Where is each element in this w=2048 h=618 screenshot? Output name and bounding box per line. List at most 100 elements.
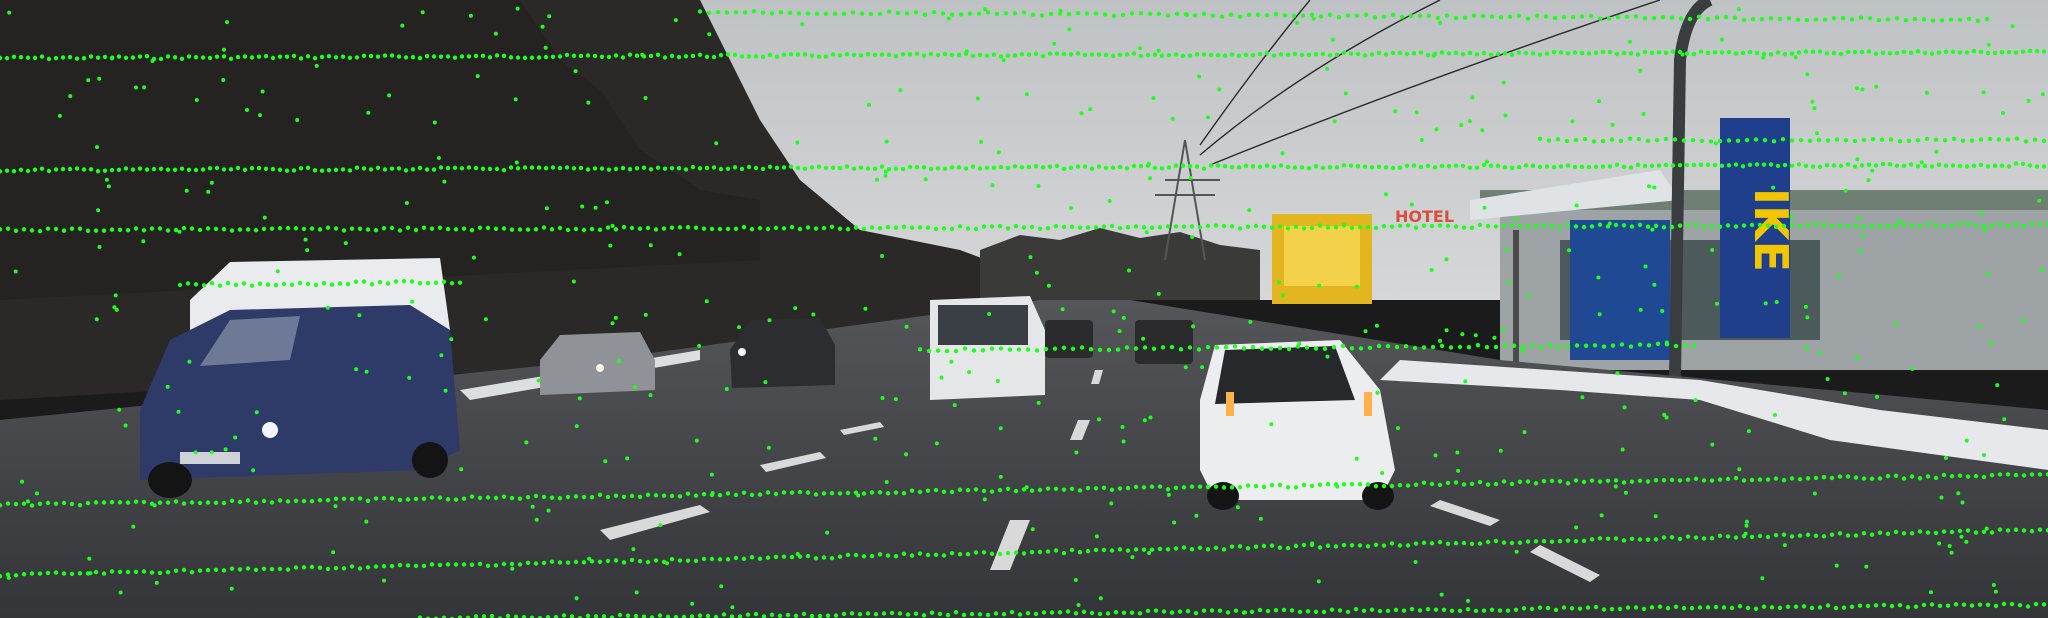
lidar-point (1113, 610, 1119, 615)
lidar-point (1765, 477, 1771, 482)
lidar-point (1157, 546, 1163, 552)
lidar-point (1551, 165, 1557, 170)
lidar-point (2037, 527, 2043, 532)
lidar-point (149, 226, 155, 231)
lidar-point (1796, 50, 1802, 55)
lidar-point (1265, 608, 1271, 614)
lidar-point (256, 165, 262, 171)
lidar-point (1513, 607, 1519, 612)
lidar-point (1438, 338, 1442, 343)
lidar-point (1349, 543, 1355, 548)
lidar-point (525, 227, 531, 232)
lidar-point (249, 283, 255, 288)
lidar-point (1069, 224, 1075, 229)
lidar-point (1543, 14, 1549, 19)
lidar-point (1629, 536, 1635, 541)
brand-pylon-text: IKE (1744, 188, 1798, 272)
lidar-point (1557, 479, 1563, 484)
lidar-point (285, 499, 291, 504)
lidar-point (61, 500, 67, 506)
lidar-point (1453, 224, 1459, 229)
lidar-point (725, 52, 731, 57)
lidar-point (1313, 52, 1319, 57)
lidar-point (904, 452, 908, 457)
lidar-point (1397, 543, 1403, 548)
lidar-point (2045, 221, 2048, 227)
lidar-point (270, 55, 276, 61)
lidar-point (86, 78, 91, 83)
lidar-point (1456, 468, 1461, 473)
lidar-point (1430, 344, 1436, 350)
lidar-point (884, 139, 889, 144)
lidar-point (1897, 219, 1902, 224)
lidar-point (201, 283, 207, 288)
lidar-point (1404, 163, 1410, 168)
lidar-point (445, 226, 451, 232)
lidar-point (861, 554, 867, 559)
lidar-point (206, 189, 211, 194)
lidar-point (1713, 141, 1718, 146)
lidar-point (1493, 224, 1499, 229)
lidar-point (2041, 602, 2047, 607)
lidar-point (493, 226, 499, 231)
lidar-point (1645, 138, 1651, 143)
lidar-point (795, 52, 801, 57)
lidar-point (1645, 479, 1651, 484)
lidar-point (1822, 17, 1828, 22)
lidar-point (1138, 163, 1144, 169)
lidar-point (975, 96, 980, 101)
lidar-point (1824, 51, 1830, 56)
lidar-point (829, 224, 835, 229)
lidar-point (1200, 365, 1205, 370)
lidar-point (1793, 55, 1798, 60)
lidar-point (1529, 606, 1535, 612)
lidar-point (643, 96, 648, 100)
lidar-point (1131, 163, 1137, 169)
lidar-point (1403, 344, 1409, 349)
lidar-point (1625, 605, 1631, 610)
lidar-point (67, 54, 73, 60)
lidar-point (1637, 478, 1643, 483)
lidar-point (1467, 50, 1473, 56)
lidar-point (962, 346, 968, 351)
lidar-point (1229, 52, 1235, 57)
lidar-point (1369, 607, 1375, 612)
lidar-point (881, 611, 887, 616)
lidar-point (963, 166, 969, 171)
lidar-point (613, 315, 618, 320)
lidar-point (1929, 51, 1935, 56)
lidar-point (116, 167, 122, 172)
lidar-point (1453, 541, 1459, 546)
lidar-point (397, 497, 403, 503)
lidar-point (1961, 602, 1967, 607)
lidar-point (925, 552, 931, 558)
lidar-point (1917, 224, 1923, 229)
lidar-point (483, 317, 488, 322)
lidar-point (869, 553, 875, 559)
lidar-point (432, 120, 437, 125)
lidar-point (1843, 188, 1848, 193)
lidar-point (1426, 13, 1432, 18)
lidar-point (1605, 478, 1611, 483)
lidar-point (1039, 13, 1045, 18)
lidar-point (125, 569, 131, 575)
lidar-point (513, 614, 519, 618)
lidar-point (1271, 53, 1277, 58)
lidar-point (1355, 164, 1361, 169)
lidar-point (1698, 162, 1704, 167)
lidar-point (1294, 20, 1299, 25)
lidar-point (957, 487, 963, 492)
lidar-point (1047, 164, 1053, 169)
lidar-point (341, 228, 347, 233)
lidar-point (1754, 51, 1760, 56)
lidar-point (1245, 224, 1251, 229)
lidar-point (529, 165, 535, 170)
lidar-point (1317, 223, 1323, 228)
lidar-point (1773, 413, 1777, 417)
lidar-point (1291, 13, 1297, 18)
lidar-point (1273, 608, 1279, 613)
lidar-point (1061, 487, 1067, 492)
lidar-point (137, 54, 143, 59)
lidar-point (298, 166, 304, 171)
lidar-point (469, 227, 475, 233)
